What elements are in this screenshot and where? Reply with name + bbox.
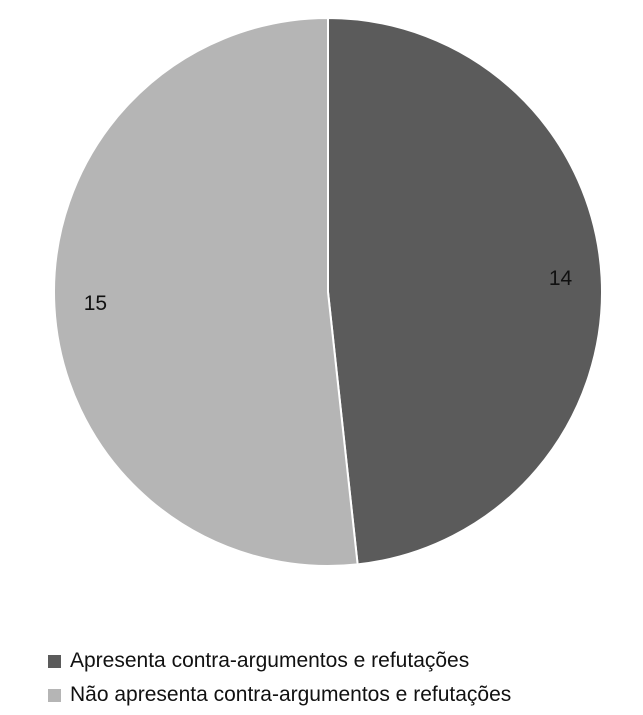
pie-slice-nao-apresenta — [53, 16, 359, 567]
legend-label-nao-apresenta: Não apresenta contra-argumentos e refuta… — [70, 683, 512, 706]
legend-item-nao-apresenta: Não apresenta contra-argumentos e refuta… — [48, 678, 638, 712]
legend-swatch-nao-apresenta — [48, 688, 61, 702]
legend-label-apresenta: Apresenta contra-argumentos e refutações — [70, 649, 470, 672]
legend-item-apresenta: Apresenta contra-argumentos e refutações — [48, 644, 638, 678]
legend-swatch-apresenta — [48, 654, 61, 668]
pie-slice-apresenta — [327, 16, 603, 566]
data-label-nao-apresenta: 15 — [84, 292, 107, 315]
legend: Apresenta contra-argumentos e refutações… — [48, 644, 638, 712]
data-label-apresenta: 14 — [549, 267, 573, 290]
